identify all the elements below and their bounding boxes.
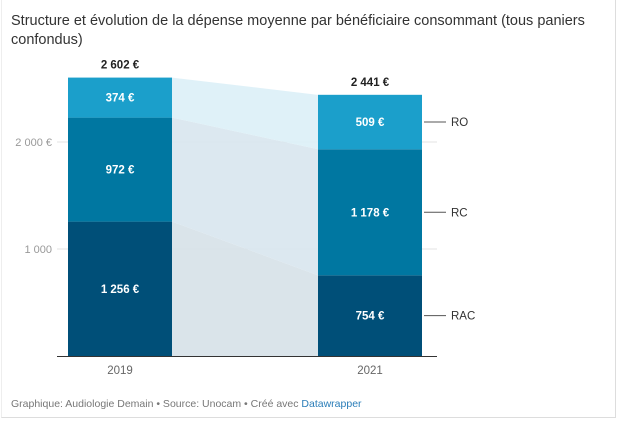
legend-label-rac: RAC xyxy=(451,311,475,323)
y-tick-label: 2 000 € xyxy=(15,137,52,149)
datawrapper-link[interactable]: Datawrapper xyxy=(301,398,362,410)
chart-title: Structure et évolution de la dépense moy… xyxy=(11,13,585,48)
bar-rac-2019 xyxy=(68,221,172,356)
data-label: 374 € xyxy=(106,93,135,105)
connector-band-rc xyxy=(172,117,318,276)
bar-rac-2021 xyxy=(318,275,422,356)
bar-ro-2019 xyxy=(68,77,172,118)
data-label: 509 € xyxy=(356,117,385,129)
connector-band-ro xyxy=(172,77,318,150)
data-label: 1 178 € xyxy=(351,207,390,219)
x-tick-label: 2019 xyxy=(107,365,133,377)
connector-band-rac xyxy=(172,221,318,356)
data-label: 972 € xyxy=(106,165,135,177)
y-tick-label: 1 000 xyxy=(24,244,52,256)
legend-label-ro: RO xyxy=(451,117,468,129)
total-label: 2 441 € xyxy=(351,77,390,89)
legend-label-rc: RC xyxy=(451,207,468,219)
data-label: 1 256 € xyxy=(101,284,140,296)
x-tick-label: 2021 xyxy=(357,365,383,377)
bar-ro-2021 xyxy=(318,94,422,150)
footer-credit: Graphique: Audiologie Demain • Source: U… xyxy=(11,398,302,410)
data-label: 754 € xyxy=(356,311,385,323)
bar-rc-2019 xyxy=(68,117,172,222)
bar-rc-2021 xyxy=(318,149,422,276)
total-label: 2 602 € xyxy=(101,60,140,72)
chart-footer: Graphique: Audiologie Demain • Source: U… xyxy=(11,398,362,410)
